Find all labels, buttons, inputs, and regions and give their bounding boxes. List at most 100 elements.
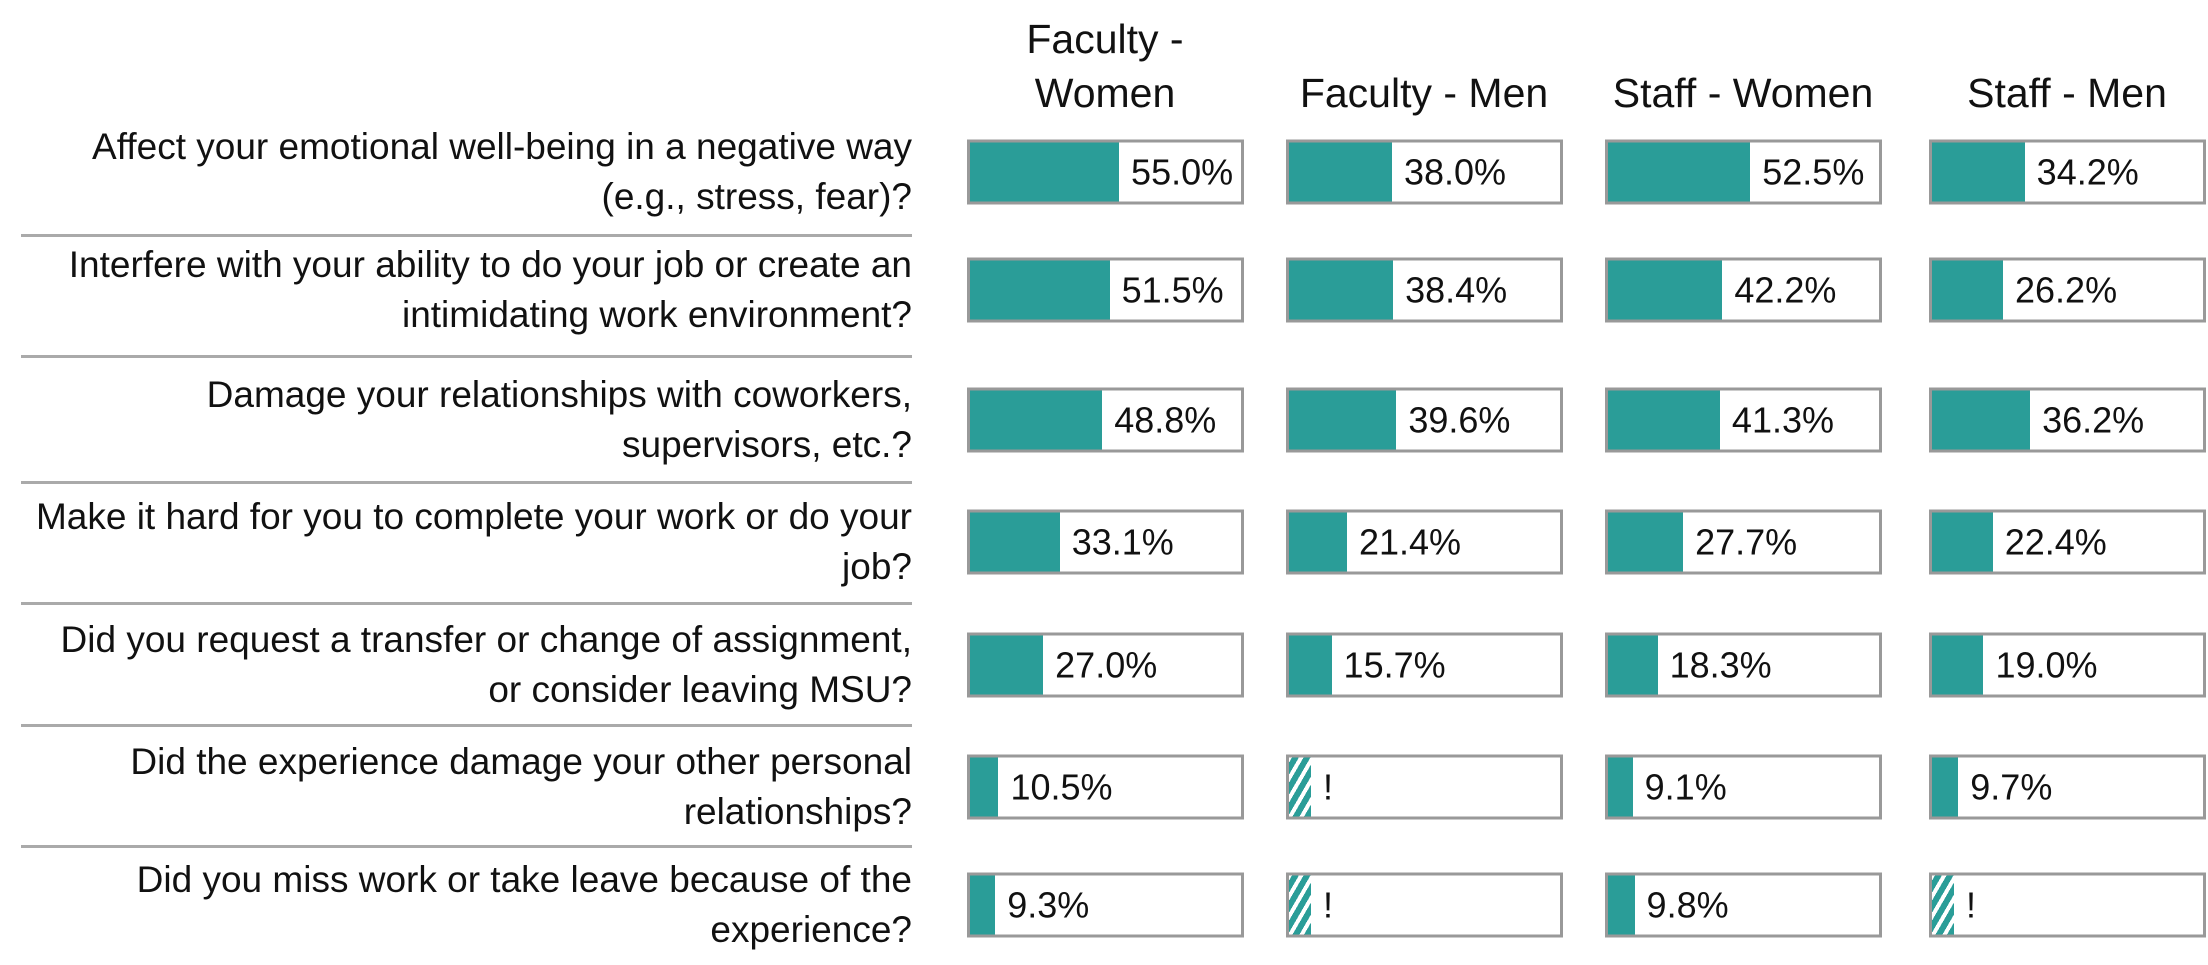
question-label: Did you request a transfer or change of … [60,619,912,710]
question-label: Did you miss work or take leave because … [136,859,912,950]
bar-frame: 27.0% [967,632,1244,698]
bar-frame: ! [1929,872,2206,938]
bar [1608,390,1720,450]
value-label: 10.5% [1010,766,1113,808]
bar [1289,390,1397,450]
value-label: 21.4% [1358,521,1462,563]
bar-frame: 33.1% [967,509,1244,575]
bar-frame: 9.1% [1605,754,1882,820]
value-label: 19.0% [1995,644,2098,686]
column-header: Staff - Men [1967,70,2167,116]
bar [1608,512,1684,572]
value-label: 9.7% [1970,766,2053,808]
column-header: Faculty - Women [1026,16,1184,116]
bar [1932,635,1984,695]
bar [1608,875,1635,935]
value-label: ! [1966,884,1977,926]
value-label: 22.4% [2004,521,2107,563]
bar-frame: 21.4% [1286,509,1563,575]
question-label: Affect your emotional well-being in a ne… [92,126,912,217]
bar [1932,260,2003,320]
value-label: 34.2% [2036,151,2139,193]
value-label: 38.4% [1405,269,1508,311]
bar-frame: 42.2% [1605,257,1882,323]
bar-frame: 18.3% [1605,632,1882,698]
suppressed-bar [1289,875,1311,935]
value-label: 55.0% [1131,151,1234,193]
row-separator [21,602,912,605]
value-label: 36.2% [2042,399,2145,441]
value-label: 9.8% [1646,884,1729,926]
value-label: ! [1323,884,1334,926]
value-label: 9.1% [1644,766,1727,808]
bar-frame: 48.8% [967,387,1244,453]
value-label: 52.5% [1762,151,1865,193]
bar-frame: 39.6% [1286,387,1563,453]
column-header: Staff - Women [1612,70,1874,116]
bar-frame: 38.4% [1286,257,1563,323]
row-separator [21,234,912,237]
bar-frame: ! [1286,872,1563,938]
value-label: 15.7% [1343,644,1446,686]
bar [1608,260,1723,320]
value-label: ! [1323,766,1334,808]
bar-frame: 41.3% [1605,387,1882,453]
bar-frame: 38.0% [1286,139,1563,205]
bar-frame: 36.2% [1929,387,2206,453]
bar-frame: 10.5% [967,754,1244,820]
bar [1932,757,1959,817]
bar [1932,512,1993,572]
value-label: 42.2% [1734,269,1837,311]
bar-frame: 19.0% [1929,632,2206,698]
value-label: 39.6% [1408,399,1511,441]
bar [1289,512,1347,572]
value-label: 41.3% [1731,399,1834,441]
bar [970,512,1060,572]
value-label: 9.3% [1007,884,1090,926]
bar [1608,757,1633,817]
row-separator [21,355,912,358]
bar [1608,142,1751,202]
bar-frame: 22.4% [1929,509,2206,575]
bar [970,757,999,817]
value-label: 51.5% [1121,269,1224,311]
column-header: Faculty - Men [1299,70,1549,116]
bar-frame: 55.0% [967,139,1244,205]
value-label: 26.2% [2015,269,2118,311]
bar-frame: 51.5% [967,257,1244,323]
bar-frame: 27.7% [1605,509,1882,575]
question-label: Damage your relationships with coworkers… [206,374,912,465]
suppressed-bar [1932,875,1954,935]
bar [970,635,1044,695]
bar [970,260,1110,320]
question-label: Make it hard for you to complete your wo… [35,496,912,587]
bar [970,142,1120,202]
value-label: 27.7% [1695,521,1798,563]
bar-frame: 15.7% [1286,632,1563,698]
bar [1289,142,1392,202]
bar [1932,390,2031,450]
bar-frame: 9.3% [967,872,1244,938]
bar-frame: 9.7% [1929,754,2206,820]
bar [970,390,1103,450]
bar [1289,635,1332,695]
value-label: 48.8% [1114,399,1217,441]
suppressed-bar [1289,757,1311,817]
bar-frame: 34.2% [1929,139,2206,205]
question-label: Did the experience damage your other per… [130,741,912,832]
value-label: 38.0% [1403,151,1507,193]
bar [1608,635,1658,695]
bar-frame: 52.5% [1605,139,1882,205]
row-separator [21,481,912,484]
bar [1289,260,1394,320]
bar [1932,142,2025,202]
bar-frame: 9.8% [1605,872,1882,938]
bar-frame: ! [1286,754,1563,820]
row-separator [21,724,912,727]
value-label: 27.0% [1055,644,1158,686]
value-label: 33.1% [1071,521,1174,563]
question-label: Interfere with your ability to do your j… [68,244,912,335]
value-label: 18.3% [1669,644,1772,686]
bar-frame: 26.2% [1929,257,2206,323]
